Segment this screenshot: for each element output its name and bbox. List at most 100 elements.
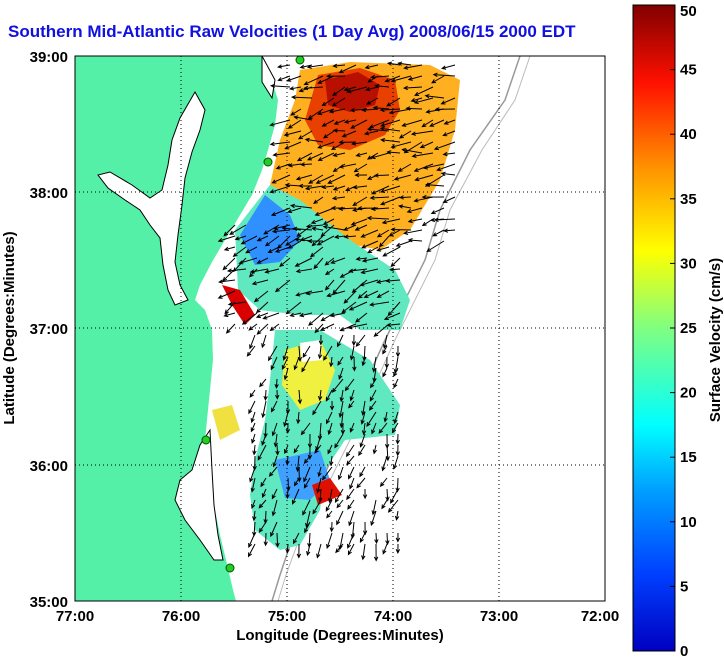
velocity-arrow (431, 75, 445, 84)
velocity-arrow (332, 185, 346, 191)
velocity-arrow (379, 126, 401, 132)
velocity-arrow (240, 235, 258, 245)
velocity-arrow (346, 455, 355, 466)
velocity-arrow (440, 97, 456, 105)
velocity-arrow (249, 466, 256, 483)
velocity-arrow (251, 499, 256, 510)
pamlico-sound (174, 428, 224, 561)
velocity-arrow (373, 173, 390, 178)
velocity-arrow (351, 141, 368, 146)
velocity-arrow (271, 229, 291, 234)
velocity-arrow (281, 226, 302, 231)
y-tick-label: 39:00 (30, 49, 68, 66)
velocity-arrow (319, 323, 335, 331)
velocity-arrow (363, 130, 379, 136)
velocity-arrow (370, 510, 377, 527)
velocity-arrow (348, 400, 355, 409)
velocity-arrow (275, 389, 280, 400)
velocity-arrow (335, 543, 344, 554)
velocity-arrow (275, 532, 280, 548)
velocity-arrow (352, 196, 368, 206)
velocity-arrow (325, 389, 333, 402)
velocity-arrow (303, 466, 311, 483)
velocity-arrow (327, 422, 333, 436)
velocity-arrow (322, 218, 335, 225)
velocity-arrow (269, 185, 291, 194)
velocity-arrow (279, 257, 291, 268)
radar-site-marker (295, 56, 305, 65)
velocity-arrow (367, 246, 379, 254)
velocity-arrow (403, 64, 423, 70)
velocity-arrow (253, 290, 269, 303)
y-tick-label: 38:00 (30, 185, 68, 202)
velocity-arrow (270, 83, 291, 89)
velocity-arrow (306, 543, 311, 557)
velocity-arrow (300, 422, 311, 436)
velocity-arrow (281, 356, 289, 371)
velocity-arrow (382, 334, 388, 350)
velocity-arrow (255, 312, 269, 319)
velocity-arrow (273, 224, 291, 231)
velocity-arrow (292, 532, 300, 545)
velocity-arrow (334, 488, 344, 504)
velocity-arrow (329, 400, 335, 411)
velocity-arrow (393, 174, 412, 181)
velocity-arrow (381, 499, 388, 510)
x-tick-label: 74:00 (374, 608, 412, 625)
velocity-arrow (443, 228, 456, 233)
velocity-arrow (314, 444, 322, 454)
velocity-arrow (413, 97, 434, 105)
velocity-arrow (283, 444, 289, 455)
velocity-arrow (316, 543, 322, 559)
velocity-arrow (308, 174, 324, 184)
velocity-arrow (349, 389, 355, 402)
y-tick-label: 37:00 (30, 321, 68, 338)
velocity-arrow (305, 290, 324, 296)
velocity-arrow (351, 334, 357, 347)
velocity-arrow (347, 323, 368, 330)
velocity-arrow (285, 301, 302, 315)
velocity-arrow (390, 75, 412, 83)
velocity-arrow (347, 543, 355, 556)
velocity-arrow (348, 268, 368, 273)
velocity-arrow (429, 119, 445, 127)
velocity-arrow (383, 411, 388, 423)
velocity-arrow (289, 312, 302, 317)
plot-frame (74, 55, 606, 602)
velocity-arrow (312, 499, 322, 515)
velocity-arrow (410, 97, 423, 103)
velocity-arrow (263, 532, 268, 547)
velocity-arrow (432, 72, 456, 77)
velocity-arrow (330, 257, 346, 264)
velocity-arrow (251, 279, 269, 286)
velocity-arrow (293, 444, 300, 454)
velocity-arrow (269, 141, 291, 147)
velocity-arrow (315, 174, 335, 184)
velocity-arrow (270, 207, 291, 217)
velocity-arrow (381, 455, 388, 472)
velocity-arrow (323, 345, 333, 361)
velocity-arrow (426, 240, 445, 252)
velocity-arrow (301, 356, 311, 373)
velocity-arrow (273, 433, 279, 448)
velocity-arrow (401, 119, 423, 127)
velocity-arrow (298, 183, 313, 189)
velocity-arrow (364, 64, 379, 70)
velocity-arrow (322, 224, 346, 231)
chesapeake-bay (97, 90, 206, 306)
velocity-arrow (363, 290, 379, 298)
velocity-arrow (321, 184, 335, 190)
velocity-arrow (366, 127, 390, 132)
velocity-arrow (229, 224, 247, 235)
velocity-arrow (385, 532, 390, 546)
velocity-arrow (393, 378, 399, 389)
velocity-arrow (271, 488, 278, 500)
velocity-arrow (303, 455, 311, 464)
map-title: Southern Mid-Atlantic Raw Velocities (1 … (8, 22, 576, 41)
velocity-arrow (384, 356, 390, 369)
velocity-arrow (348, 510, 355, 527)
velocity-arrow (293, 115, 313, 121)
velocity-arrow (343, 224, 357, 231)
velocity-arrow (442, 151, 456, 157)
